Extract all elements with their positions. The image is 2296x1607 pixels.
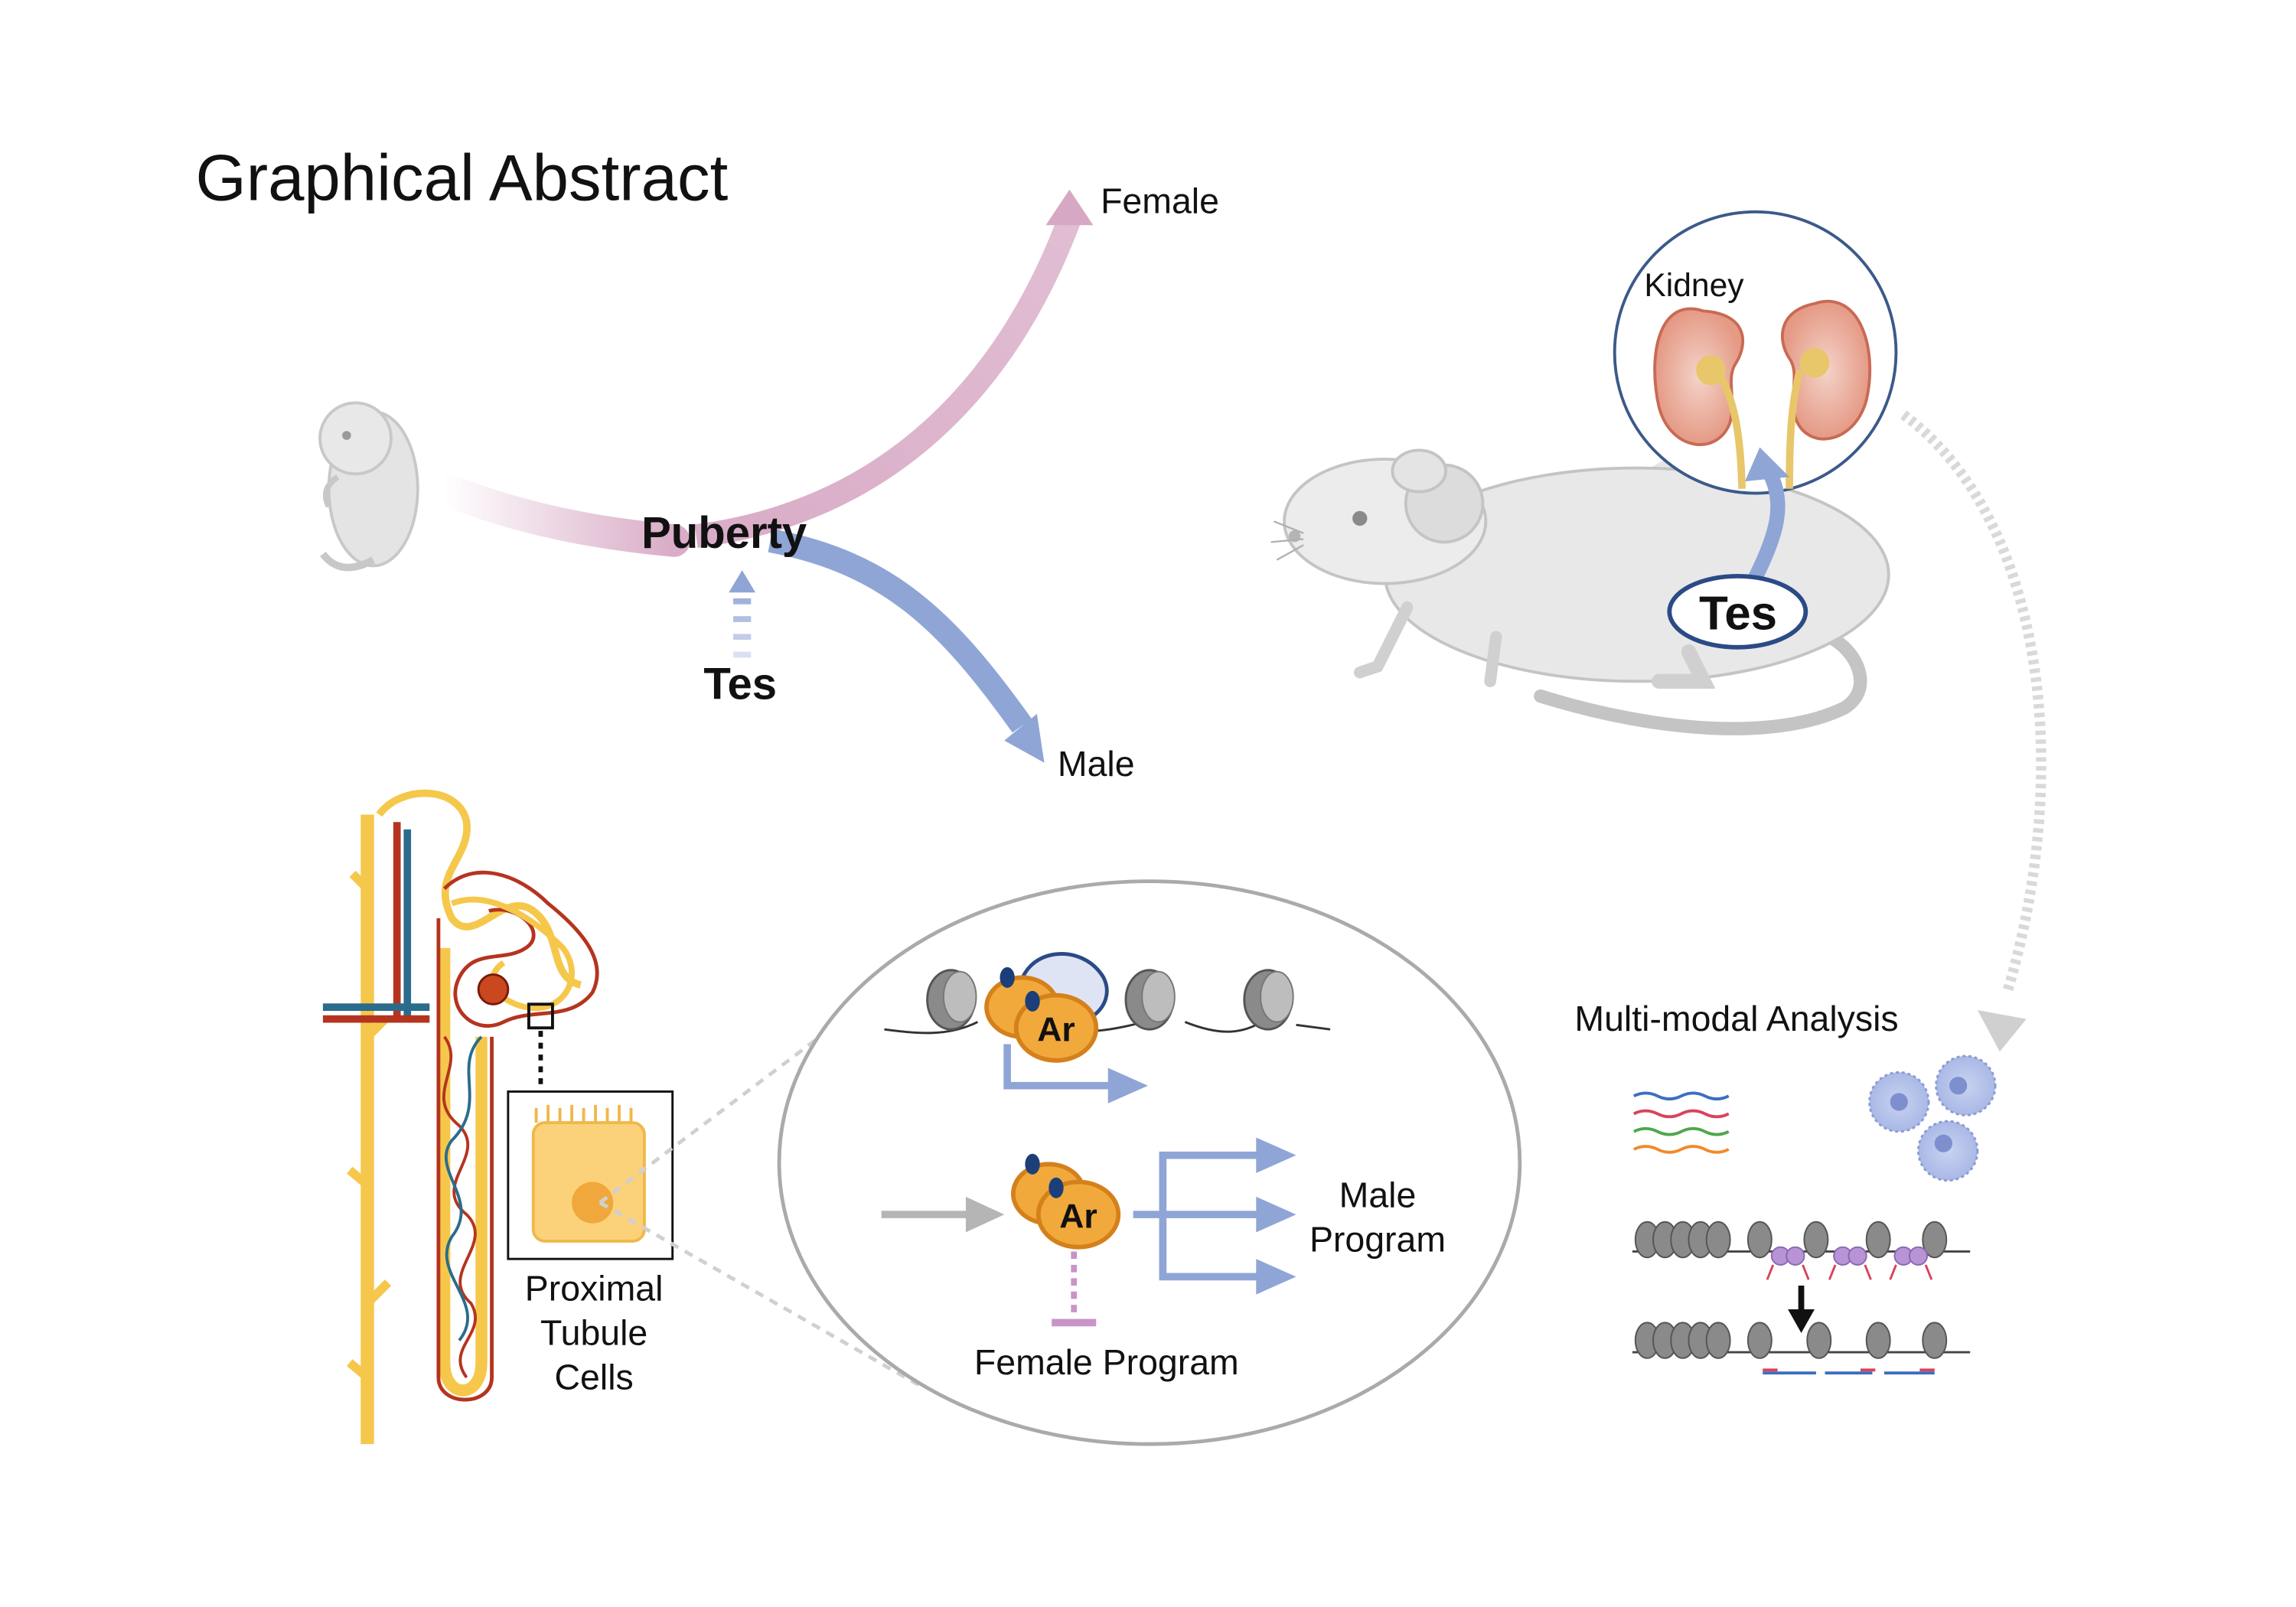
analysis-title: Multi-modal Analysis [1574, 999, 1898, 1038]
page-title: Graphical Abstract [195, 142, 728, 214]
tes-hormone-badge [1667, 574, 1808, 650]
mouse-kidney-panel: Kidney Tes [1270, 210, 2047, 1052]
glomerulus-icon [477, 973, 510, 1006]
rna-icon [1632, 1091, 1730, 1154]
developmental-trunk [428, 472, 690, 557]
analysis-panel: Multi-modal Analysis [1574, 999, 1997, 1375]
female-branch-arrow [694, 215, 1081, 548]
tes-driver-label: Tes [703, 660, 777, 709]
ar-label-top: Ar [1037, 1012, 1075, 1049]
kidney-label: Kidney [1644, 267, 1744, 304]
androgen-receptor-top: Ar [984, 966, 1099, 1063]
male-branch-arrow [768, 529, 1032, 733]
transcription-arrow [1003, 1044, 1111, 1090]
chromatin-accessibility-after [1632, 1322, 1971, 1375]
tes-hormone-label: Tes [1699, 588, 1777, 641]
single-cell-icon [1868, 1054, 1997, 1182]
trajectory-diagram: Puberty Female Male Tes [318, 181, 1219, 784]
chromatin-accessibility-before [1632, 1221, 1971, 1280]
nephron-icon [322, 789, 599, 1445]
mechanism-panel: Ar Ar Male Program Fe [777, 879, 1522, 1446]
male-program-arrows [1133, 1137, 1296, 1295]
male-program-line2: Program [1309, 1219, 1446, 1259]
kidney-to-analysis-arrow [1900, 410, 2047, 994]
female-program-label: Female Program [974, 1342, 1239, 1382]
androgen-receptor-bottom: Ar [1010, 1153, 1121, 1250]
tes-driver-arrow [729, 570, 756, 658]
tes-to-kidney-arrow [1748, 471, 1786, 582]
puberty-label: Puberty [641, 508, 807, 558]
nucleosome-icon [926, 969, 1294, 1031]
male-label: Male [1058, 744, 1135, 784]
kidney-icon [1653, 300, 1872, 489]
cell-label-line2: Tubule [540, 1312, 647, 1352]
proximal-tubule-cell-panel: Proximal Tubule Cells [507, 1006, 920, 1397]
cell-icon [531, 1104, 646, 1243]
male-program-line1: Male [1339, 1175, 1417, 1214]
mouse-pup-icon [318, 401, 419, 572]
cell-label-line1: Proximal [525, 1268, 664, 1308]
adult-mouse-icon [1270, 448, 1890, 735]
cell-label-line3: Cells [555, 1357, 634, 1397]
female-program-repression [1052, 1251, 1097, 1327]
female-label: Female [1101, 181, 1219, 221]
ar-label-bottom: Ar [1059, 1198, 1097, 1236]
